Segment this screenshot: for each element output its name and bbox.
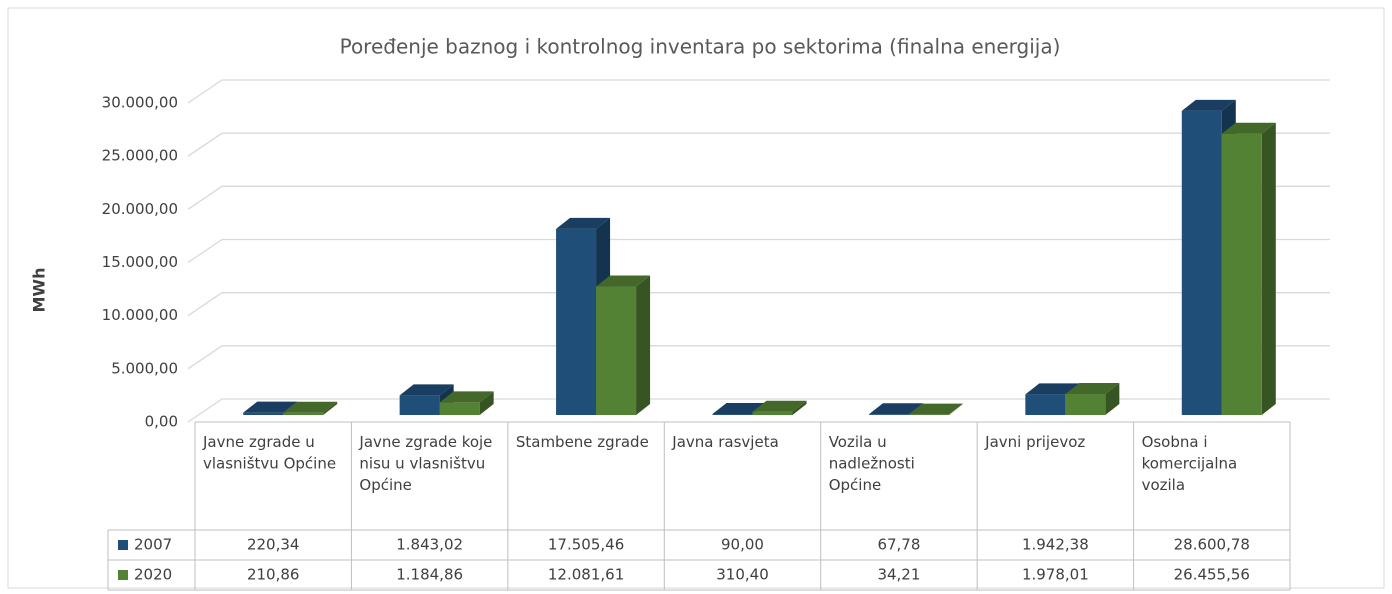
table-value: 34,21 (877, 566, 920, 584)
table-value: 90,00 (721, 536, 764, 554)
table-value: 28.600,78 (1174, 536, 1250, 554)
bar-top (908, 403, 963, 415)
y-tick-label: 30.000,00 (102, 94, 178, 112)
bar-top (1025, 383, 1080, 395)
bar-top (556, 217, 611, 229)
legend-swatch (118, 540, 128, 550)
bar-side (1105, 382, 1120, 415)
chart-title: Poređenje baznog i kontrolnog inventara … (340, 35, 1061, 59)
x-tick-label: Stambene zgrade (516, 433, 649, 451)
y-tick-label: 25.000,00 (102, 147, 178, 165)
bar-top (868, 403, 923, 415)
bar-top (283, 401, 338, 413)
table-value: 67,78 (877, 536, 920, 554)
bar (1025, 394, 1066, 415)
bar-top (1181, 99, 1236, 111)
table-value: 1.184,86 (396, 566, 463, 584)
legend-swatch (118, 570, 128, 580)
bar-top (439, 391, 494, 403)
y-tick-label: 5.000,00 (111, 359, 178, 377)
grid-line (187, 292, 1330, 317)
bar-top (712, 403, 767, 415)
bar-side (948, 403, 963, 415)
legend-label: 2020 (134, 566, 172, 584)
bar-side (636, 275, 651, 415)
bar (556, 228, 597, 415)
y-axis-label: MWh (30, 268, 49, 313)
bar-side (792, 400, 807, 415)
x-tick-label: Vozila u nadležnosti Općine (829, 433, 915, 494)
bar-top (1221, 122, 1276, 134)
bar-side (323, 401, 338, 415)
grid-line (187, 132, 1330, 157)
bar-top (752, 400, 807, 412)
bar-top (399, 384, 454, 396)
bar-top (596, 275, 651, 287)
bar (1221, 133, 1262, 415)
y-tick-label: 10.000,00 (102, 306, 178, 324)
x-tick-label: Osobna i komercijalna vozila (1142, 433, 1238, 494)
x-tick-label: Javni prijevoz (984, 433, 1085, 451)
bar-side (479, 391, 494, 415)
x-tick-label: Javne zgrade koje nisu u vlasništvu Općine (358, 433, 492, 494)
table-value: 310,40 (716, 566, 769, 584)
bar (712, 414, 753, 415)
bar (752, 411, 793, 415)
legend-label: 2007 (134, 536, 172, 554)
bar (439, 402, 480, 415)
table-value: 17.505,46 (548, 536, 624, 554)
bar (283, 412, 324, 415)
table-value: 1.942,38 (1022, 536, 1089, 554)
y-tick-label: 0,00 (145, 413, 178, 431)
table-value: 220,34 (247, 536, 300, 554)
bar (868, 414, 909, 415)
grid-line (187, 79, 1330, 104)
grid-line (187, 185, 1330, 210)
bar-side (1261, 122, 1276, 415)
bar-top (243, 401, 298, 413)
grid-line (187, 345, 1330, 370)
table-value: 1.843,02 (396, 536, 463, 554)
grid-line (187, 398, 1330, 423)
x-tick-label: Javne zgrade u vlasništvu Općine (202, 433, 336, 473)
table-value: 26.455,56 (1174, 566, 1250, 584)
chart-frame (7, 7, 1385, 589)
bar-top (1065, 382, 1120, 394)
bar (596, 286, 637, 415)
grid-line (187, 238, 1330, 264)
table-value: 210,86 (247, 566, 300, 584)
bar (1065, 393, 1106, 415)
y-tick-label: 15.000,00 (102, 253, 178, 271)
x-tick-label: Javna rasvjeta (671, 433, 778, 451)
bar (243, 412, 284, 415)
bar (1181, 110, 1222, 416)
bar (399, 395, 440, 415)
table-value: 1.978,01 (1022, 566, 1089, 584)
y-tick-label: 20.000,00 (102, 200, 178, 218)
table-value: 12.081,61 (548, 566, 624, 584)
